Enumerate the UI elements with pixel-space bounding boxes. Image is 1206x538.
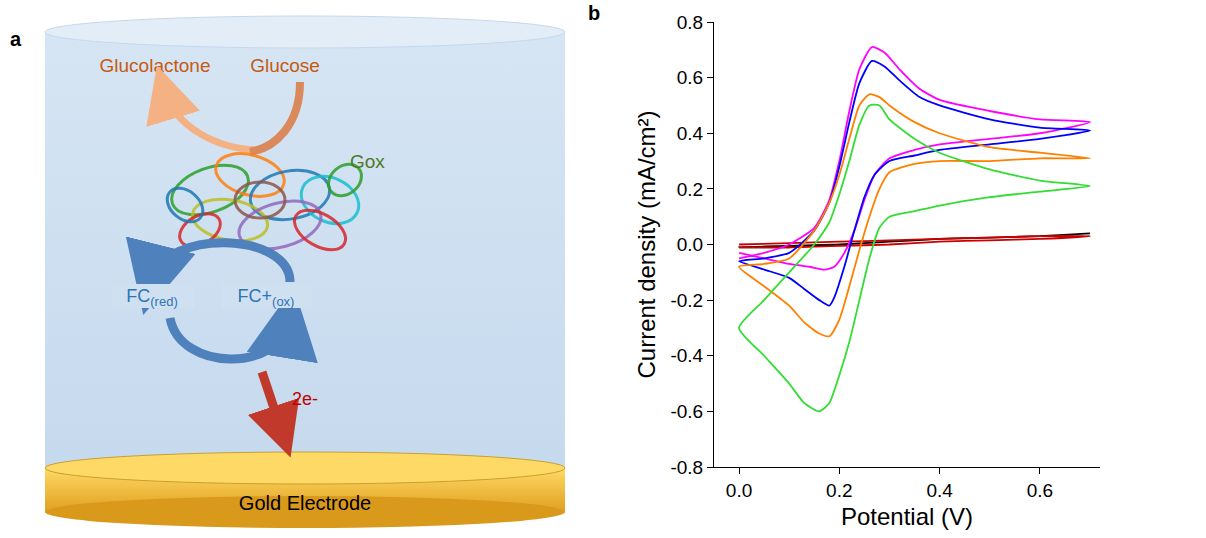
- svg-text:0.0: 0.0: [677, 234, 703, 255]
- svg-text:Potential (V): Potential (V): [841, 503, 973, 530]
- svg-text:0.4: 0.4: [926, 480, 953, 501]
- svg-text:0.6: 0.6: [677, 67, 703, 88]
- svg-text:2e-: 2e-: [292, 389, 318, 409]
- svg-text:0.4: 0.4: [677, 123, 704, 144]
- svg-text:0.8: 0.8: [677, 12, 703, 33]
- svg-text:-0.4: -0.4: [670, 345, 703, 366]
- svg-text:0.0: 0.0: [726, 480, 752, 501]
- svg-text:Gox: Gox: [350, 151, 385, 172]
- svg-text:-0.6: -0.6: [670, 401, 703, 422]
- svg-text:Glucose: Glucose: [250, 55, 320, 76]
- svg-text:FC(red): FC(red): [126, 286, 177, 309]
- svg-text:0.2: 0.2: [826, 480, 852, 501]
- svg-text:Current density (mA/cm²): Current density (mA/cm²): [633, 110, 660, 378]
- html-text:a: a: [10, 28, 22, 50]
- html-text:b: b: [588, 2, 601, 24]
- svg-text:0.2: 0.2: [677, 179, 703, 200]
- svg-text:Gold Electrode: Gold Electrode: [239, 492, 371, 514]
- svg-text:Glucolactone: Glucolactone: [100, 55, 211, 76]
- svg-text:0.6: 0.6: [1027, 480, 1053, 501]
- svg-text:FC+(ox): FC+(ox): [238, 286, 295, 309]
- svg-text:-0.2: -0.2: [670, 290, 703, 311]
- svg-text:-0.8: -0.8: [670, 457, 703, 478]
